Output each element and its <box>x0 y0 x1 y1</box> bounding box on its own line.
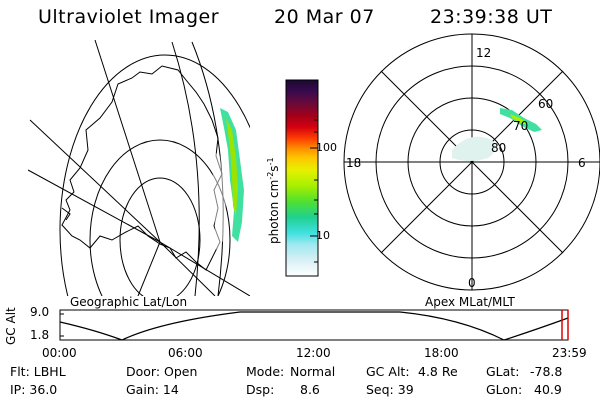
mlt-label-6: 6 <box>578 156 586 170</box>
instrument-title: Ultraviolet Imager <box>38 6 220 28</box>
glat-label: GLat: <box>486 364 520 379</box>
mlt-label-12: 12 <box>476 46 492 60</box>
mlt-label-0: 0 <box>468 276 476 290</box>
glat-value: -78.8 <box>530 364 563 379</box>
date-label: 20 Mar 07 <box>274 6 375 28</box>
x-tick-0000: 00:00 <box>42 346 77 360</box>
mode-value: Normal <box>290 364 336 379</box>
geo-panel-title: Geographic Lat/Lon <box>70 295 188 309</box>
geographic-map <box>28 40 250 296</box>
ip-value: IP: 36.0 <box>10 382 58 397</box>
polar-plot <box>343 33 600 291</box>
gain-value: Gain: 14 <box>126 382 179 397</box>
x-tick-1800: 18:00 <box>424 346 459 360</box>
mlat-label-80: 80 <box>491 141 507 155</box>
x-tick-0600: 06:00 <box>168 346 203 360</box>
glon-label: GLon: <box>486 382 523 397</box>
gc-alt-value: 4.8 Re <box>418 364 458 379</box>
x-tick-2359: 23:59 <box>552 346 587 360</box>
colorbar-tick-100: 100 <box>316 141 337 154</box>
y-tick-9: 9.0 <box>30 305 50 319</box>
mode-label: Mode: <box>246 364 285 379</box>
dsp-label: Dsp: <box>246 382 275 397</box>
colorbar-tick-10: 10 <box>316 229 330 242</box>
apex-panel-title: Apex MLat/MLT <box>425 295 515 309</box>
timeline-panel <box>59 309 569 341</box>
seq-value: Seq: 39 <box>366 382 414 397</box>
colorbar <box>285 79 319 277</box>
mlat-label-70: 70 <box>513 119 529 133</box>
gc-alt-label: GC Alt: <box>366 364 410 379</box>
gc-alt-axis-label: GC Alt <box>4 307 18 345</box>
colorbar-unit-label: photon cm-2s-1 <box>266 157 281 244</box>
x-tick-1200: 12:00 <box>296 346 331 360</box>
filter-value: Flt: LBHL <box>10 364 66 379</box>
y-tick-1-8: 1.8 <box>30 328 50 342</box>
mlt-label-18: 18 <box>346 156 362 170</box>
time-label: 23:39:38 UT <box>430 6 553 28</box>
dsp-value: 8.6 <box>300 382 320 397</box>
glon-value: 40.9 <box>534 382 562 397</box>
mlat-label-60: 60 <box>538 97 554 111</box>
door-status: Door: Open <box>126 364 198 379</box>
